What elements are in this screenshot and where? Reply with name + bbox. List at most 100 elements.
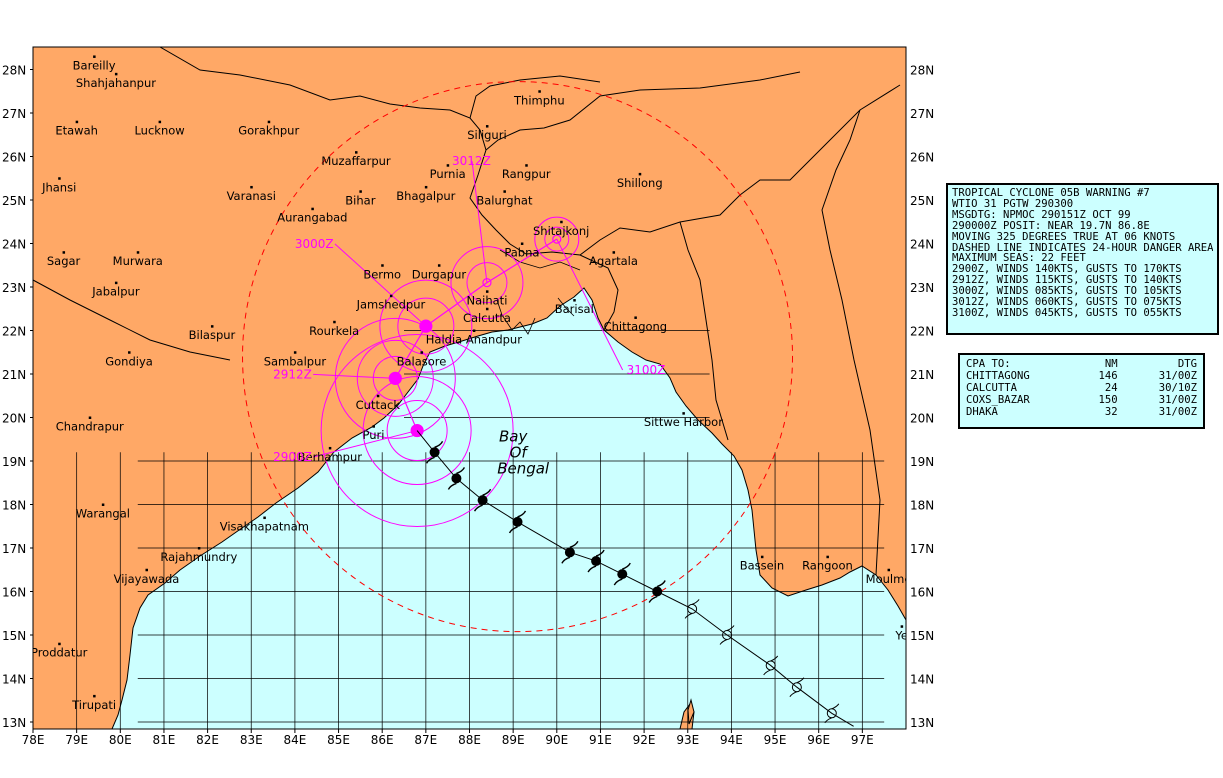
storm-tail xyxy=(824,703,840,724)
warning-line: 3000Z, WINDS 085KTS, GUSTS TO 105KTS xyxy=(952,286,1182,298)
city-label: Shillong xyxy=(617,176,663,190)
cpa-dtg: 31/00Z xyxy=(1158,406,1197,418)
city-dot xyxy=(372,425,375,428)
forecast-position xyxy=(552,234,562,244)
city-label: Balurghat xyxy=(476,193,533,207)
city-dot xyxy=(114,72,118,76)
city-label: Varanasi xyxy=(227,189,276,203)
city-label: Purnia xyxy=(430,167,466,181)
danger-area xyxy=(242,81,794,633)
lon-label: 83E xyxy=(240,733,263,747)
city-dot xyxy=(267,120,271,124)
lat-label-left: 20N xyxy=(2,412,26,426)
lat-label-right: 27N xyxy=(910,107,934,121)
warning-line: DASHED LINE INDICATES 24-HOUR DANGER ARE… xyxy=(952,242,1213,254)
wind-radius-circle xyxy=(544,226,570,252)
city-label: Murwara xyxy=(113,254,163,268)
sea-label-line: Of xyxy=(510,443,530,461)
city-label: Tirupati xyxy=(71,698,116,712)
warning-line: MSGDTG: NPMOC 290151Z OCT 99 xyxy=(952,209,1131,221)
wind-radii xyxy=(320,216,580,528)
city-label: Pabna xyxy=(504,246,539,260)
city-dot xyxy=(424,185,428,189)
city-label: Rangoon xyxy=(802,559,853,573)
forecast-leader-line xyxy=(313,373,396,379)
cpa-row: CHITTAGONG 146 31/00Z xyxy=(966,370,1197,382)
warning-panel: TROPICAL CYCLONE 05B WARNING #7 WTIO 31 P… xyxy=(946,183,1219,335)
storm-tail xyxy=(789,677,805,697)
city-dot xyxy=(333,320,336,324)
lat-label-right: 21N xyxy=(910,368,934,382)
forecast-position xyxy=(419,319,433,333)
lat-label-right: 24N xyxy=(910,238,934,252)
city-dot xyxy=(376,394,380,398)
city-dot xyxy=(114,281,118,285)
lat-label-left: 19N xyxy=(2,455,26,469)
typhoon-symbol xyxy=(429,447,440,458)
typhoon-tail xyxy=(613,562,631,586)
lon-label: 84E xyxy=(283,733,306,747)
lat-label-left: 28N xyxy=(2,64,26,78)
city-label: Barisal xyxy=(555,302,594,316)
typhoon-symbol xyxy=(512,516,523,527)
lat-label-left: 14N xyxy=(2,673,26,687)
lon-label: 79E xyxy=(65,733,88,747)
lat-label-right: 15N xyxy=(910,629,934,643)
city-dot xyxy=(560,220,563,224)
city-label: Rajahmundry xyxy=(160,550,237,564)
forecast-time-label: 2900Z xyxy=(273,450,312,464)
city-label: Siliguri xyxy=(467,128,506,142)
wind-radius-circle xyxy=(379,279,473,373)
forecast-label-leaders xyxy=(312,161,624,458)
cpa-dtg: 30/10Z xyxy=(1158,382,1197,394)
city-label: Rangpur xyxy=(502,167,551,181)
typhoon-symbol xyxy=(477,495,488,506)
cyclone-track xyxy=(388,234,854,727)
cpa-nm: 150 xyxy=(1098,394,1118,406)
lat-label-left: 13N xyxy=(2,716,26,730)
city-label: Moulme xyxy=(866,572,912,586)
typhoon-tail xyxy=(473,488,492,512)
city-dot xyxy=(634,316,637,319)
city-dot xyxy=(128,351,131,354)
lat-label-right: 17N xyxy=(910,542,934,556)
lat-label-right: 23N xyxy=(910,281,934,295)
city-dot xyxy=(638,172,642,176)
city-dot xyxy=(58,177,61,180)
city-dot xyxy=(359,190,362,193)
lat-label-left: 16N xyxy=(2,586,26,600)
forecast-time-label: 3012Z xyxy=(452,154,491,168)
lat-label-right: 25N xyxy=(910,194,934,208)
lon-label: 92E xyxy=(633,733,656,747)
city-dot xyxy=(293,351,297,354)
cpa-row: DHAKA 32 31/00Z xyxy=(966,406,1197,418)
forecast-leader-line xyxy=(556,238,624,371)
city-dot xyxy=(136,251,140,254)
lat-label-right: 28N xyxy=(910,64,934,78)
city-dot xyxy=(503,190,506,193)
forecast-leader-line xyxy=(312,430,418,458)
typhoon-tail xyxy=(425,440,444,464)
city-dot xyxy=(485,290,489,293)
lon-label: 93E xyxy=(676,733,699,747)
city-dot xyxy=(263,516,266,520)
lat-label-right: 16N xyxy=(910,586,934,600)
city-label: Lucknow xyxy=(134,124,184,138)
city-label: Rourkela xyxy=(309,324,359,338)
city-label: Gondiya xyxy=(105,354,153,368)
warning-line: MOVING 325 DEGREES TRUE AT 06 KNOTS xyxy=(952,231,1176,243)
lat-label-right: 19N xyxy=(910,455,934,469)
wind-radius-circle xyxy=(372,355,418,401)
lat-label-right: 18N xyxy=(910,499,934,513)
city-label: Shitajkonj xyxy=(533,224,589,238)
city-label: Calcutta xyxy=(463,311,511,325)
city-dot xyxy=(472,329,476,332)
lat-label-right: 20N xyxy=(910,412,934,426)
city-dot xyxy=(826,555,829,559)
cpa-place: CALCUTTA xyxy=(966,382,1018,394)
city-dot xyxy=(75,120,79,124)
lat-label-right: 22N xyxy=(910,325,934,339)
city-label: Shahjahanpur xyxy=(76,76,156,90)
wind-radius-circle xyxy=(466,262,508,304)
city-dot xyxy=(485,307,489,311)
